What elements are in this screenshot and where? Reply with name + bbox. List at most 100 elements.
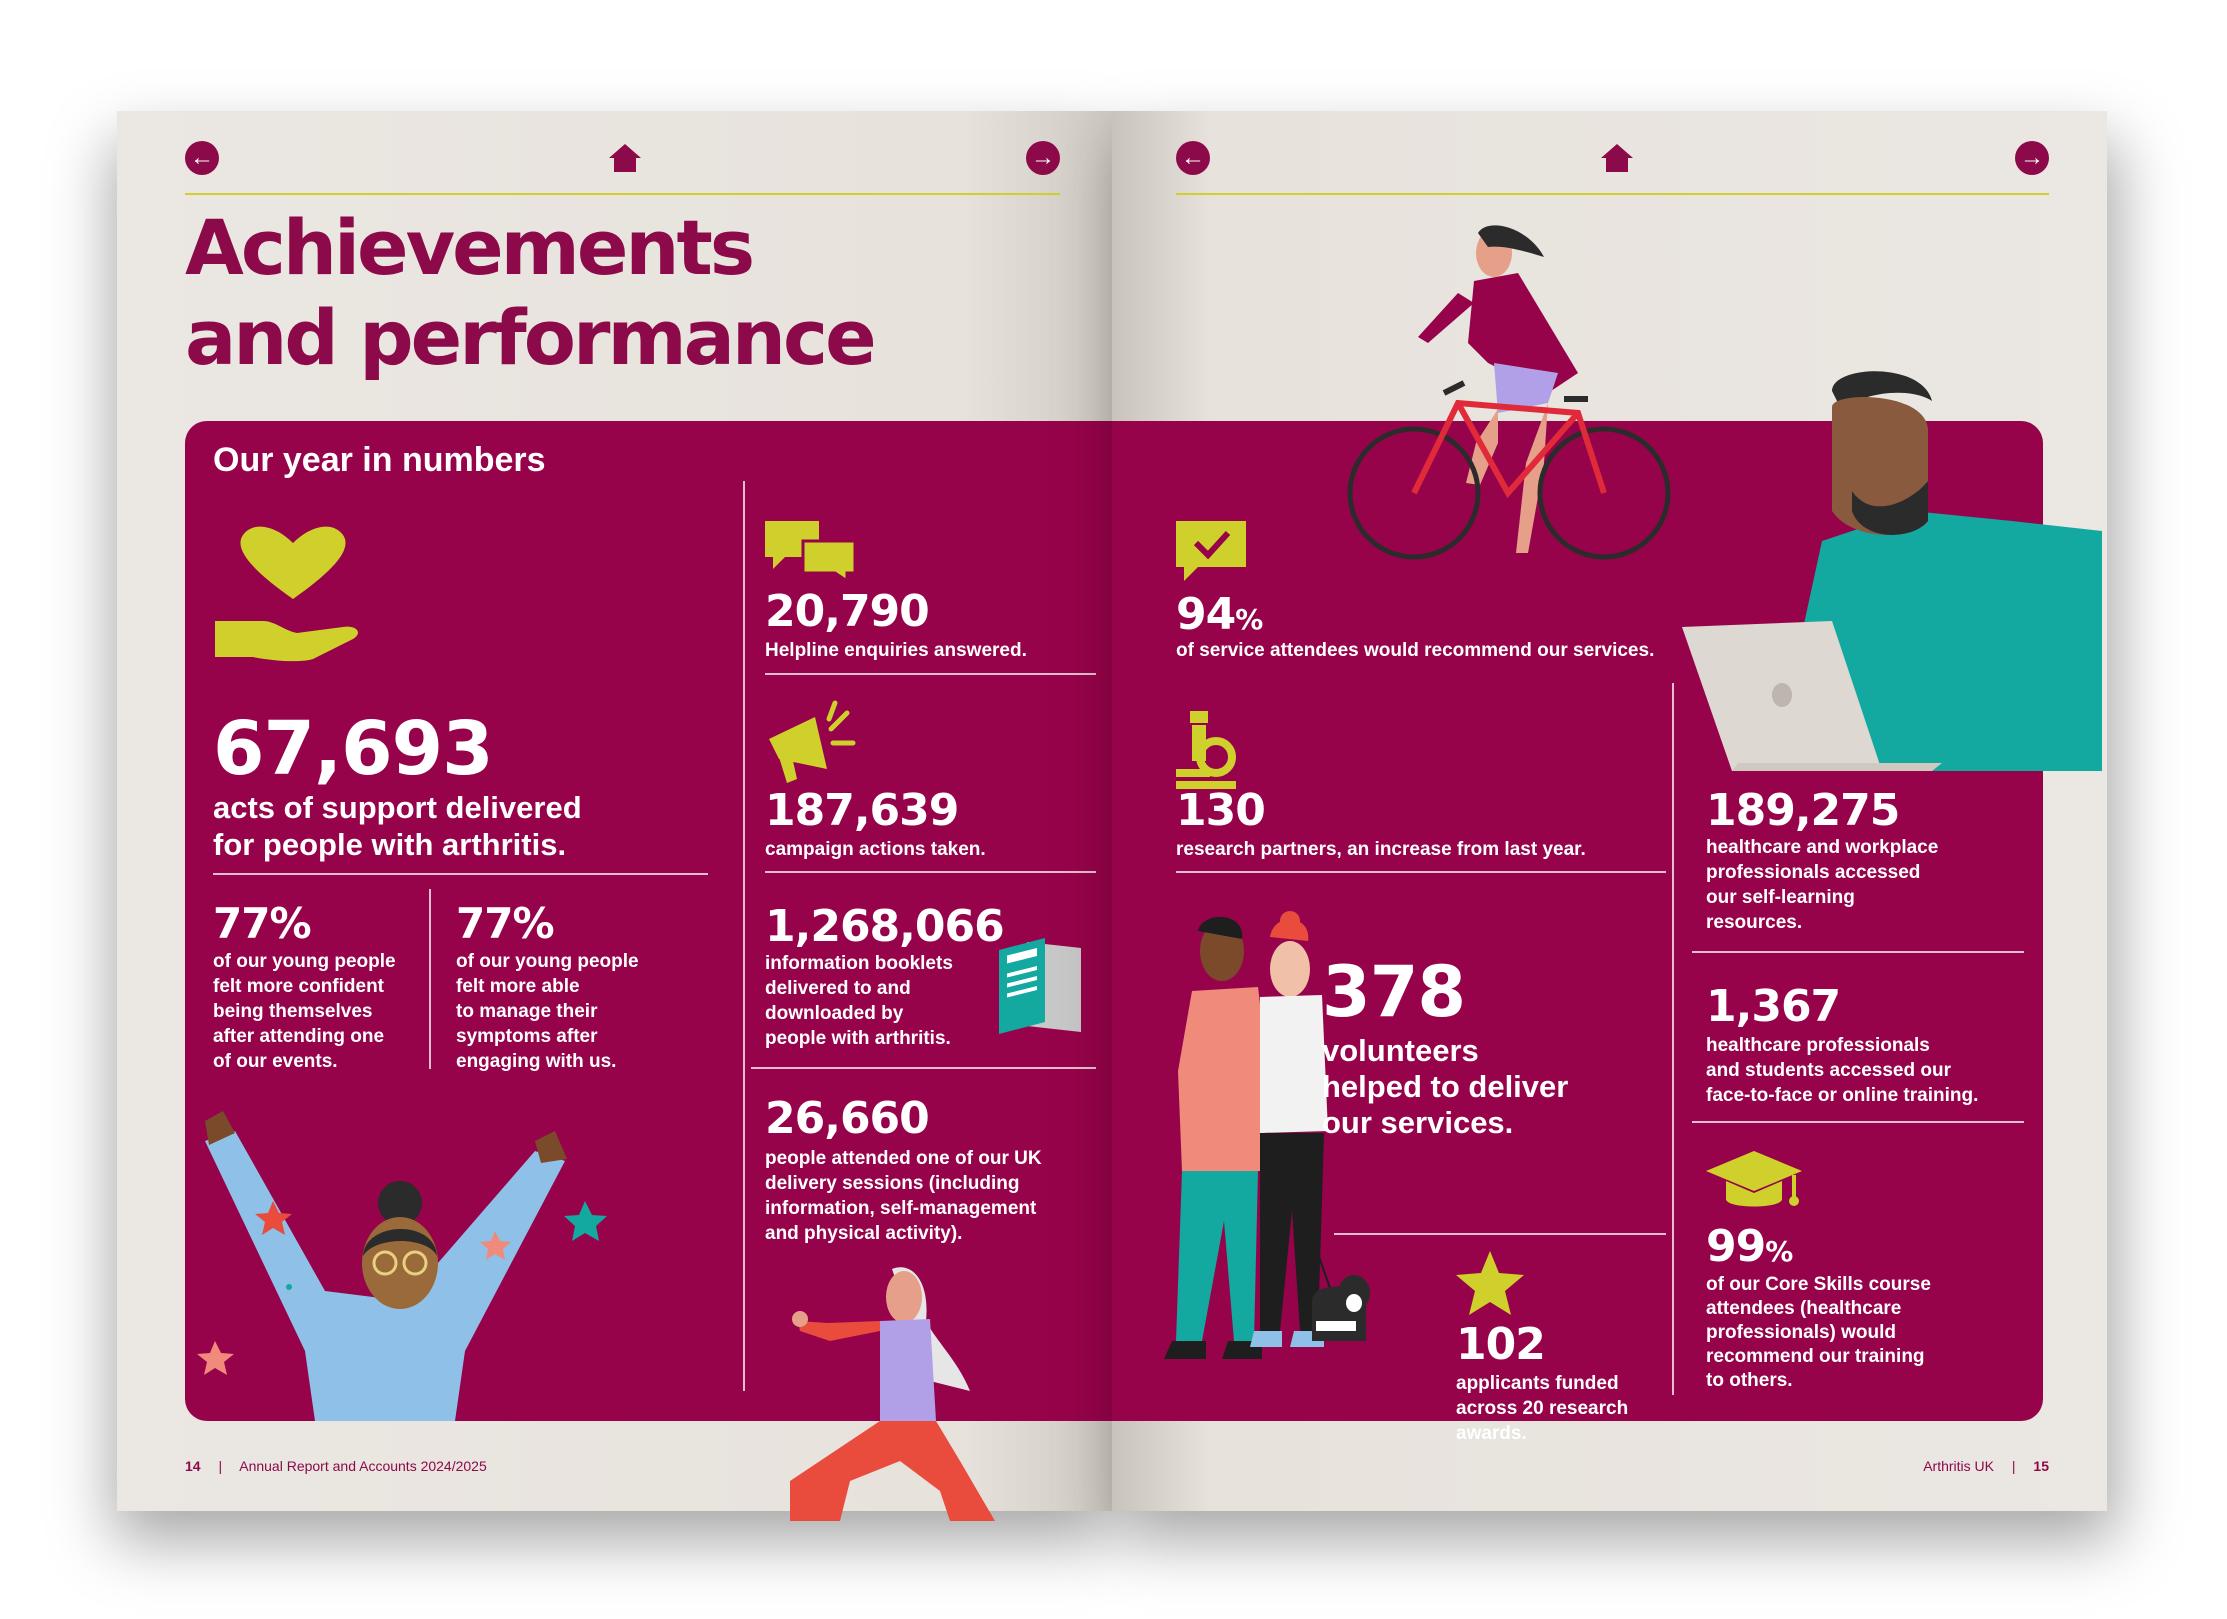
divider [743,481,745,1391]
coreskills-number: 99 [1706,1221,1766,1272]
stats-panel-left: Our year in numbers 67,693 acts of suppo… [185,421,1112,1521]
page-number: 15 [2033,1458,2049,1474]
divider [765,673,1096,675]
volunteers-value: 378 [1322,951,1466,1033]
label-line: and students accessed our [1706,1060,1951,1081]
heart-hand-icon [215,526,358,662]
left-page: ← → Achievements and performance Our yea… [117,111,1112,1521]
recommend-label: of service attendees would recommend our… [1176,640,1655,661]
page-number: 14 [185,1458,201,1474]
footer-separator: | [2011,1458,2016,1474]
celebrating-person-illustration [197,1111,607,1421]
campaign-value: 187,639 [765,785,959,836]
title-line-2: and performance [185,293,877,382]
label-line: our self-learning [1706,887,1855,908]
able-value: 77% [456,899,555,948]
speech-bubbles-icon [765,521,857,584]
arrow-right-icon[interactable]: → [2015,141,2049,175]
label-line: of our young people [213,951,396,972]
label-line: attendees (healthcare [1706,1298,1902,1319]
sessions-label: people attended one of our UK delivery s… [765,1146,1042,1246]
recommend-value: 94% [1176,589,1263,640]
right-nav-bar: ← → [1176,129,2049,195]
helpline-value: 20,790 [765,586,930,637]
divider [751,1067,1096,1069]
training-label: healthcare professionals and students ac… [1706,1033,1978,1108]
footer-org-name: Arthritis UK [1923,1458,1994,1474]
cyclist-illustration [1347,225,1671,560]
check-badge-icon [1176,521,1246,581]
recommend-number: 94 [1176,589,1236,640]
applicants-label: applicants funded across 20 research awa… [1456,1371,1628,1446]
divider [1334,1233,1666,1235]
campaign-label: campaign actions taken. [765,839,986,860]
percent-sign: % [1235,603,1263,636]
megaphone-icon [769,700,856,783]
label-line: delivery sessions (including [765,1173,1020,1194]
section-heading: Our year in numbers [213,441,546,479]
able-label: of our young people felt more able to ma… [456,949,639,1074]
star-icon [1456,1251,1524,1315]
divider [1672,683,1674,1395]
acts-label-line: acts of support delivered [213,790,582,825]
label-line: recommend our training [1706,1346,1925,1367]
microscope-icon [1176,711,1236,789]
label-line: of our events. [213,1051,338,1072]
label-line: professionals accessed [1706,862,1921,883]
label-line: of our Core Skills course [1706,1274,1931,1295]
confident-value: 77% [213,899,312,948]
footer-left: 14 | Annual Report and Accounts 2024/202… [185,1458,487,1474]
confident-label: of our young people felt more confident … [213,949,396,1074]
title-line-1: Achievements [185,203,755,292]
label-line: applicants funded [1456,1373,1619,1394]
divider [213,873,708,875]
label-line: engaging with us. [456,1051,617,1072]
booklet-icon [999,938,1081,1034]
footer-right: Arthritis UK | 15 [1923,1458,2049,1474]
arrow-right-icon[interactable]: → [1026,141,1060,175]
footer-separator: | [218,1458,223,1474]
home-icon[interactable] [1600,141,1634,175]
label-line: to others. [1706,1370,1793,1391]
label-line: across 20 research [1456,1398,1629,1419]
divider [765,871,1096,873]
sessions-value: 26,660 [765,1093,930,1144]
exercising-person-illustration [790,1267,995,1521]
divider [1176,871,1666,873]
label-line: people with arthritis. [765,1028,951,1049]
divider [1692,951,2024,953]
label-line: felt more confident [213,976,385,997]
arrow-left-icon[interactable]: ← [1176,141,1210,175]
divider [1692,1121,2024,1123]
nav-rule [185,193,1060,195]
arrow-left-icon[interactable]: ← [185,141,219,175]
label-line: of our young people [456,951,639,972]
volunteers-label: volunteers helped to deliver our service… [1322,1033,1568,1141]
label-line: volunteers [1322,1033,1479,1068]
coreskills-label: of our Core Skills course attendees (hea… [1706,1273,1931,1393]
booklets-value: 1,268,066 [765,901,1005,952]
left-nav-bar: ← → [185,129,1060,195]
label-line: being themselves [213,1001,373,1022]
applicants-value: 102 [1456,1319,1546,1370]
training-value: 1,367 [1706,981,1841,1032]
label-line: and physical activity). [765,1223,963,1244]
home-icon[interactable] [608,141,642,175]
helpline-label: Helpline enquiries answered. [765,640,1027,661]
nav-rule [1176,193,2049,195]
research-label: research partners, an increase from last… [1176,839,1586,860]
divider [429,889,431,1069]
label-line: after attending one [213,1026,385,1047]
coreskills-value: 99% [1706,1221,1793,1272]
label-line: to manage their [456,1001,598,1022]
selflearning-value: 189,275 [1706,785,1900,836]
label-line: face-to-face or online training. [1706,1085,1979,1106]
couple-with-dog-illustration [1164,911,1370,1359]
label-line: awards. [1456,1423,1527,1444]
label-line: healthcare professionals [1706,1035,1930,1056]
acts-label-line: for people with arthritis. [213,827,567,862]
person-with-laptop-illustration [1682,371,2102,771]
label-line: professionals) would [1706,1322,1897,1343]
label-line: healthcare and workplace [1706,837,1939,858]
label-line: downloaded by [765,1003,904,1024]
